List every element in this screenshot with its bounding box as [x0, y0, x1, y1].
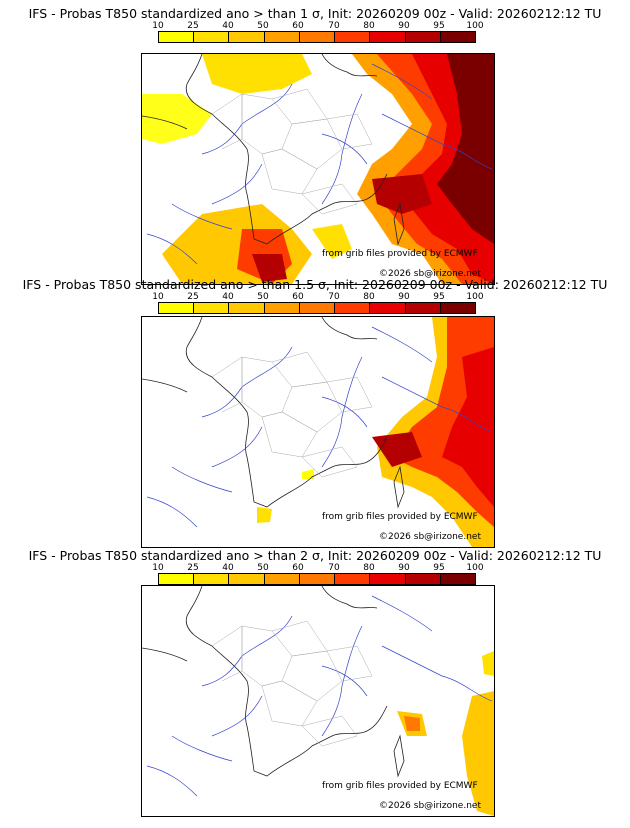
- colorbar-swatch: [229, 303, 265, 313]
- department-borders: [211, 88, 373, 215]
- colorbar-tick: 90: [398, 21, 410, 31]
- colorbar-tick: 95: [433, 563, 445, 573]
- panel-title: IFS - Probas T850 standardized ano > tha…: [28, 548, 602, 563]
- map-france-probability: from grib files provided by ECMWF ©2026 …: [141, 585, 495, 817]
- colorbar-tick: 60: [292, 563, 304, 573]
- colorbar-swatch: [299, 303, 336, 313]
- colorbar-tick: 90: [398, 292, 410, 302]
- colorbar-tick: 50: [257, 563, 269, 573]
- credit-copyright: ©2026 sb@irizone.net: [379, 532, 481, 542]
- colorbar-tick: 40: [222, 21, 234, 31]
- colorbar-swatch: [194, 32, 230, 42]
- colorbar-swatch: [229, 32, 265, 42]
- probability-field: [397, 651, 494, 816]
- panel-title: IFS - Probas T850 standardized ano > tha…: [22, 277, 608, 292]
- colorbar-tick: 10: [152, 21, 164, 31]
- colorbar-tick: 40: [222, 563, 234, 573]
- colorbar-tick-labels: 10 25 40 50 60 70 80 90 95 100: [152, 21, 483, 31]
- colorbar-swatch: [440, 32, 475, 42]
- credit-source: from grib files provided by ECMWF: [322, 781, 478, 791]
- colorbar-swatch: [264, 32, 300, 42]
- colorbar-swatch: [370, 303, 406, 313]
- colorbar-swatch: [440, 303, 475, 313]
- colorbar-tick-labels: 10 25 40 50 60 70 80 90 95 100: [152, 292, 483, 302]
- credit-copyright: ©2026 sb@irizone.net: [379, 269, 481, 279]
- department-borders: [211, 351, 373, 478]
- colorbar-swatch: [335, 32, 371, 42]
- credit-source: from grib files provided by ECMWF: [322, 512, 478, 522]
- map-graphic: [142, 317, 494, 547]
- colorbar-tick: 95: [433, 21, 445, 31]
- colorbar: [158, 302, 476, 314]
- forecast-panel-1: IFS - Probas T850 standardized ano > tha…: [0, 6, 630, 285]
- colorbar-swatch: [440, 574, 475, 584]
- colorbar-swatch: [194, 574, 230, 584]
- colorbar-swatch: [159, 574, 195, 584]
- colorbar-tick: 60: [292, 292, 304, 302]
- colorbar-tick: 100: [466, 563, 484, 573]
- colorbar-tick: 10: [152, 563, 164, 573]
- colorbar-swatch: [264, 574, 300, 584]
- colorbar-tick: 100: [466, 21, 484, 31]
- colorbar-tick: 70: [328, 21, 340, 31]
- rivers: [146, 595, 493, 797]
- map-france-probability: from grib files provided by ECMWF ©2026 …: [141, 316, 495, 548]
- colorbar: [158, 31, 476, 43]
- coastline: [142, 586, 405, 778]
- map-france-probability: from grib files provided by ECMWF ©2026 …: [141, 53, 495, 285]
- colorbar-tick: 90: [398, 563, 410, 573]
- colorbar-tick: 70: [328, 292, 340, 302]
- colorbar-tick: 50: [257, 21, 269, 31]
- colorbar-tick: 80: [363, 21, 375, 31]
- colorbar-swatch: [159, 303, 195, 313]
- map-graphic: [142, 54, 494, 284]
- colorbar-tick: 25: [187, 292, 199, 302]
- colorbar-tick: 40: [222, 292, 234, 302]
- map-graphic: [142, 586, 494, 816]
- colorbar-swatch: [405, 32, 441, 42]
- colorbar-tick: 25: [187, 563, 199, 573]
- forecast-panel-3: IFS - Probas T850 standardized ano > tha…: [0, 548, 630, 824]
- colorbar-tick: 100: [466, 292, 484, 302]
- colorbar-tick: 70: [328, 563, 340, 573]
- colorbar-swatch: [194, 303, 230, 313]
- colorbar-tick-labels: 10 25 40 50 60 70 80 90 95 100: [152, 563, 483, 573]
- colorbar-swatch: [405, 574, 441, 584]
- colorbar-tick: 80: [363, 563, 375, 573]
- colorbar-tick: 95: [433, 292, 445, 302]
- probability-field: [142, 54, 494, 284]
- department-borders: [211, 620, 373, 747]
- colorbar-swatch: [335, 303, 371, 313]
- probability-field: [257, 317, 494, 547]
- colorbar-tick: 10: [152, 292, 164, 302]
- colorbar-tick: 25: [187, 21, 199, 31]
- credit-copyright: ©2026 sb@irizone.net: [379, 801, 481, 811]
- colorbar-tick: 50: [257, 292, 269, 302]
- colorbar-swatch: [159, 32, 195, 42]
- colorbar: [158, 573, 476, 585]
- rivers: [146, 63, 493, 265]
- forecast-panel-2: IFS - Probas T850 standardized ano > tha…: [0, 277, 630, 553]
- colorbar-swatch: [370, 32, 406, 42]
- colorbar-swatch: [405, 303, 441, 313]
- colorbar-tick: 60: [292, 21, 304, 31]
- colorbar-swatch: [335, 574, 371, 584]
- colorbar-tick: 80: [363, 292, 375, 302]
- colorbar-swatch: [229, 574, 265, 584]
- colorbar-swatch: [264, 303, 300, 313]
- panel-title: IFS - Probas T850 standardized ano > tha…: [28, 6, 602, 21]
- colorbar-swatch: [299, 574, 336, 584]
- credit-source: from grib files provided by ECMWF: [322, 249, 478, 259]
- colorbar-swatch: [299, 32, 336, 42]
- coastline: [142, 54, 405, 246]
- colorbar-swatch: [370, 574, 406, 584]
- coastline: [142, 317, 405, 509]
